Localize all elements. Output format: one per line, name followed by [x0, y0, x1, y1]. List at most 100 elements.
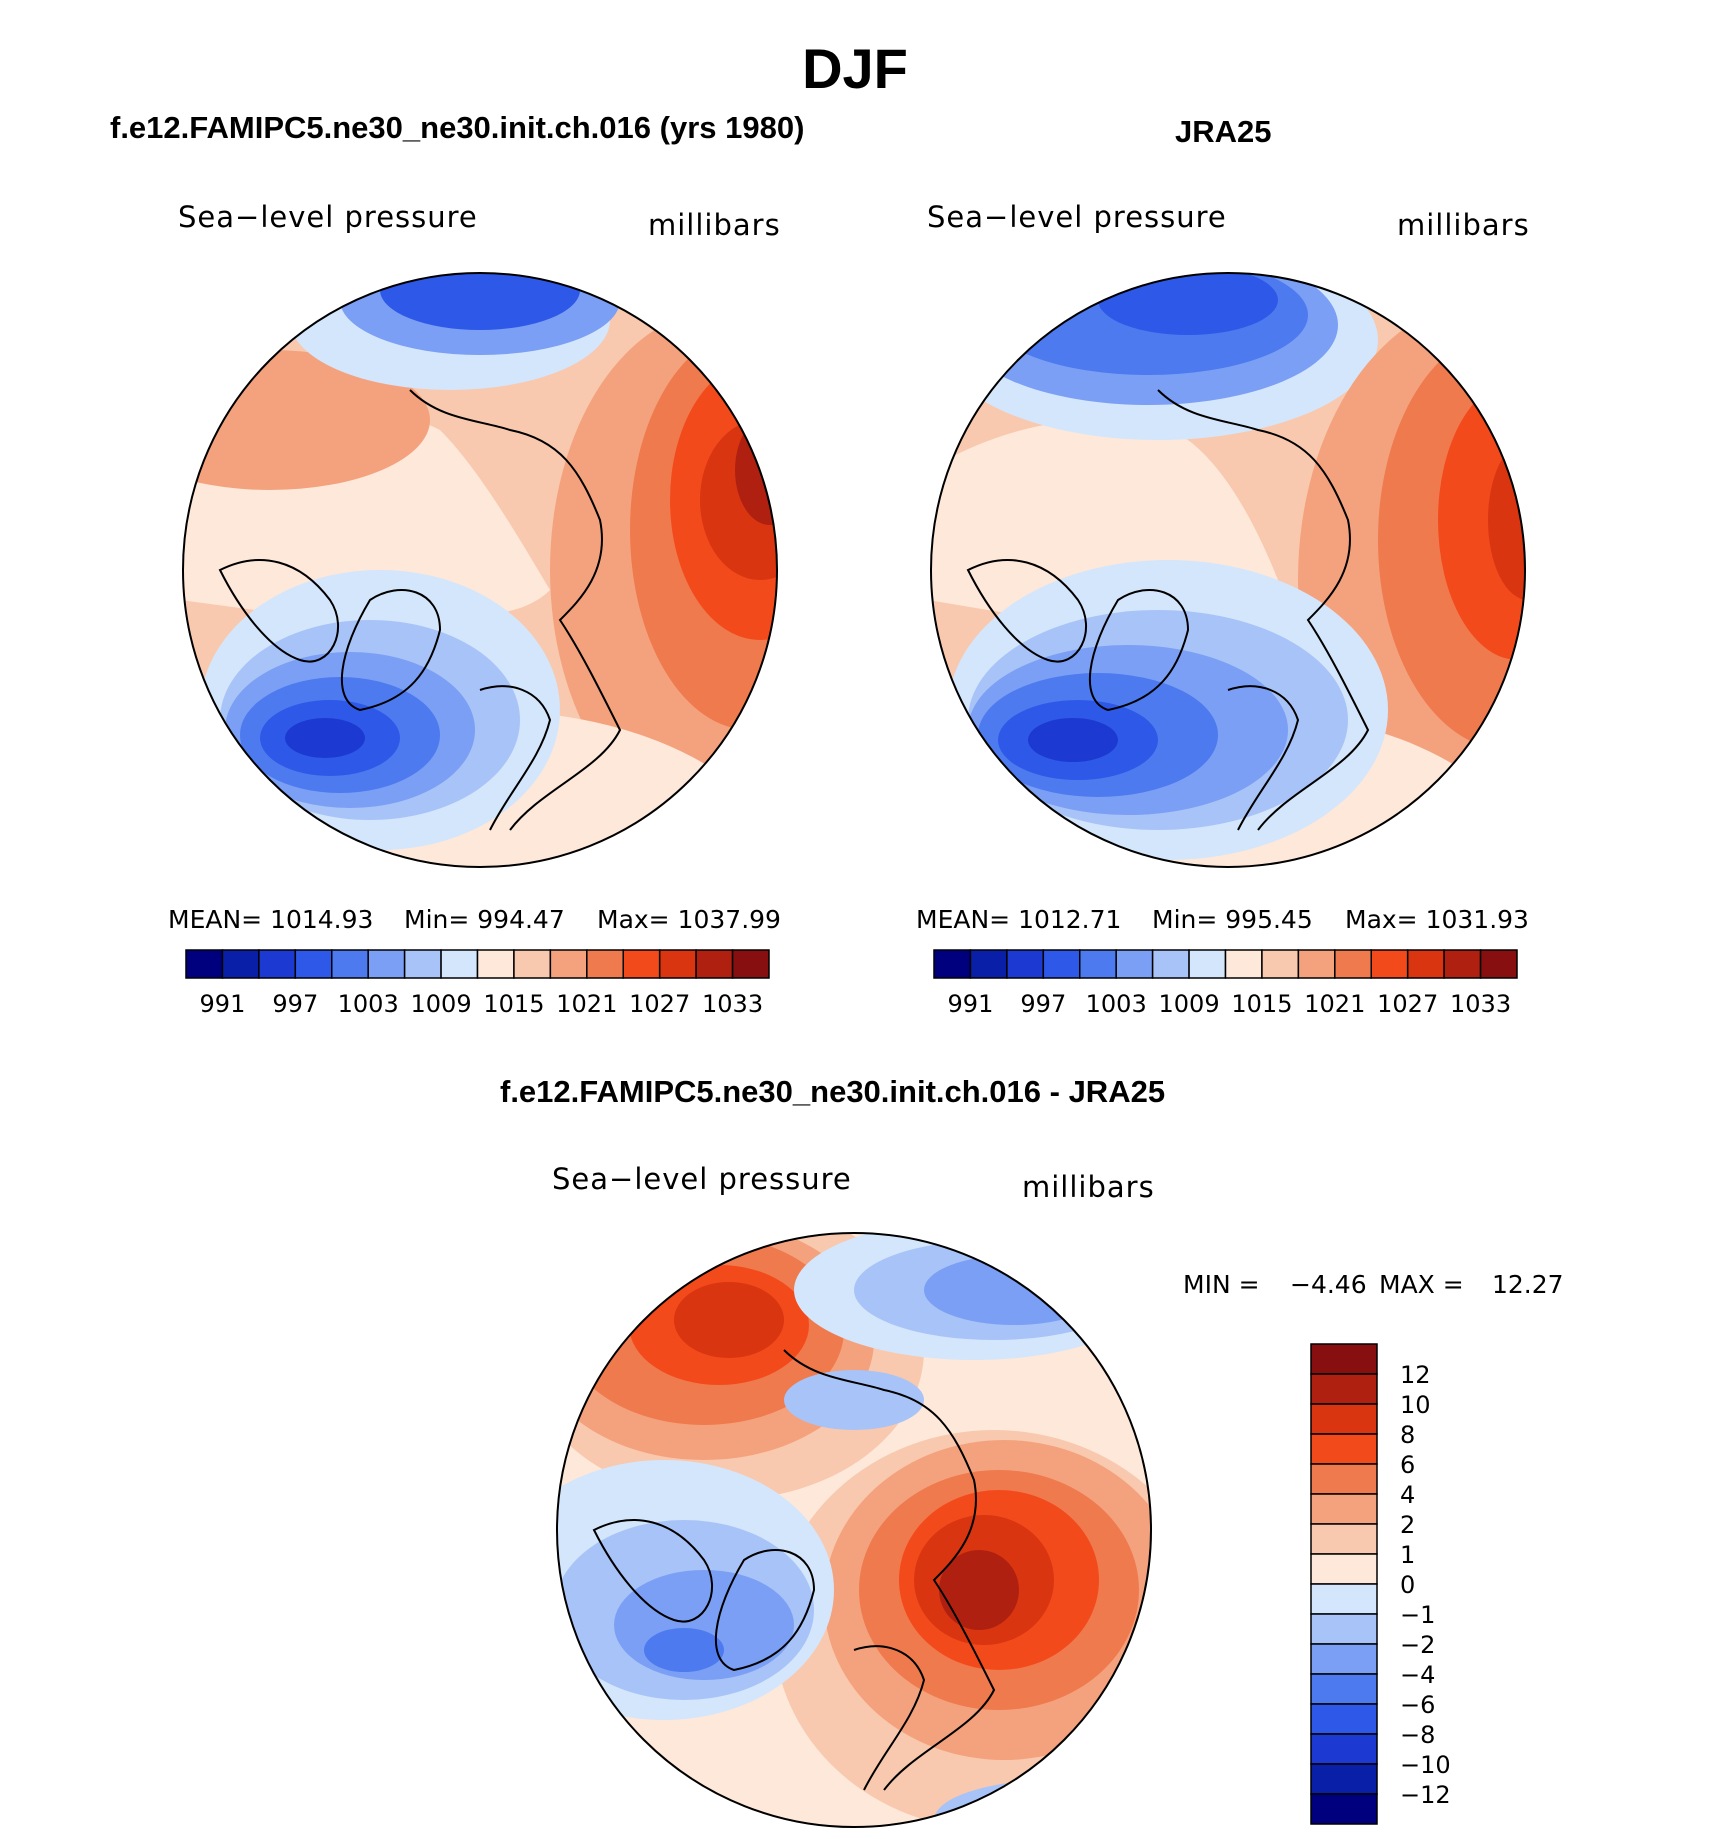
diff-colorbar-label: −2 [1400, 1631, 1435, 1659]
panel-1-colorbar-box [221, 949, 260, 979]
diff-colorbar-box [1310, 1583, 1378, 1615]
panel-1-colorbar-label: 1021 [556, 990, 617, 1018]
diff-polar-map [556, 1232, 1152, 1828]
panel-1-colorbar-label: 1009 [411, 990, 472, 1018]
diff-min-value: −4.46 [1290, 1270, 1367, 1299]
diff-variable-label: Sea−level pressure [552, 1162, 852, 1196]
panel-1-title: f.e12.FAMIPC5.ne30_ne30.init.ch.016 (yrs… [110, 110, 805, 145]
diff-colorbar-label: 10 [1400, 1391, 1431, 1419]
diff-colorbar-box [1310, 1553, 1378, 1585]
diff-colorbar-box [1310, 1703, 1378, 1735]
diff-colorbar-box [1310, 1403, 1378, 1435]
panel-2-colorbar-box [933, 949, 972, 979]
panel-1-colorbar-box [331, 949, 369, 979]
diff-colorbar-label: −1 [1400, 1601, 1435, 1629]
diff-colorbar-box [1310, 1373, 1378, 1405]
panel-1-colorbar-box [294, 949, 333, 979]
panel-1-max: Max= 1037.99 [597, 905, 781, 934]
panel-1-units-label: millibars [648, 208, 781, 242]
panel-2-colorbar-box [1406, 949, 1445, 979]
diff-colorbar-label: −4 [1400, 1661, 1435, 1689]
panel-1-min: Min= 994.47 [404, 905, 565, 934]
panel-2-colorbar-label: 1021 [1304, 990, 1365, 1018]
panel-2-units-label: millibars [1397, 208, 1530, 242]
panel-2-colorbar-box [1115, 949, 1154, 979]
diff-colorbar-label: 4 [1400, 1481, 1415, 1509]
panel-2-colorbar-box [1297, 949, 1336, 979]
panel-1-colorbar-box [622, 949, 661, 979]
panel-2-mean: MEAN= 1012.71 [916, 905, 1122, 934]
panel-1-colorbar-labels: 991 997 1003 1009 1015 1021 1027 1033 [200, 990, 764, 1018]
panel-2-colorbar-box [1042, 949, 1081, 979]
panel-1-variable-label: Sea−level pressure [178, 200, 478, 234]
diff-colorbar-box [1310, 1463, 1378, 1495]
diff-colorbar-label: −12 [1400, 1781, 1451, 1809]
panel-1-colorbar-label: 991 [200, 990, 246, 1018]
diff-colorbar-box [1310, 1793, 1378, 1825]
panel-2-colorbar-label: 1033 [1450, 990, 1511, 1018]
panel-2-colorbar-boxes [933, 949, 1518, 979]
panel-2-colorbar-box [1370, 949, 1409, 979]
panel-2-colorbar-box [1079, 949, 1117, 979]
panel-2-colorbar-label: 997 [1020, 990, 1066, 1018]
diff-colorbar-label: 12 [1400, 1361, 1431, 1389]
panel-1-colorbar-label: 997 [272, 990, 318, 1018]
panel-2-colorbar-box [1188, 949, 1227, 979]
diff-colorbar-label: 0 [1400, 1571, 1415, 1599]
panel-1-colorbar-box [367, 949, 406, 979]
panel-2-colorbar-box [1261, 949, 1300, 979]
panel-2-colorbar: 991 997 1003 1009 1015 1021 1027 1033 [933, 949, 1518, 1018]
panel-1-colorbar-box [185, 949, 224, 979]
panel-2-colorbar-box [1224, 949, 1263, 979]
panel-1-colorbar-box [513, 949, 552, 979]
diff-colorbar-box [1310, 1433, 1378, 1465]
diff-colorbar-label: −10 [1400, 1751, 1451, 1779]
panel-1-colorbar-box [440, 949, 479, 979]
diff-colorbar-box [1310, 1733, 1378, 1765]
panel-1-colorbar-box [476, 949, 515, 979]
panel-2-colorbar-box [1479, 949, 1518, 979]
diff-colorbar-label: 8 [1400, 1421, 1415, 1449]
panel-2-colorbar-label: 1015 [1231, 990, 1292, 1018]
panel-1-colorbar-box [695, 949, 734, 979]
diff-colorbar-box [1310, 1763, 1378, 1795]
diff-colorbar-box [1310, 1523, 1378, 1555]
panel-1-colorbar-box [403, 949, 442, 979]
panel-2-colorbar-label: 1003 [1086, 990, 1147, 1018]
panel-1-colorbar-label: 1033 [702, 990, 763, 1018]
diff-colorbar-boxes [1310, 1343, 1378, 1825]
diff-colorbar-box [1310, 1613, 1378, 1645]
panel-2-min: Min= 995.45 [1152, 905, 1313, 934]
diff-colorbar-box [1310, 1343, 1378, 1375]
panel-1-colorbar-boxes [185, 949, 770, 979]
panel-2-colorbar-box [1443, 949, 1482, 979]
panel-2-polar-map [930, 272, 1526, 868]
panel-1-colorbar-label: 1003 [338, 990, 399, 1018]
panel-1-colorbar-label: 1015 [483, 990, 544, 1018]
diff-units-label: millibars [1022, 1170, 1155, 1204]
panel-1-colorbar-box [586, 949, 624, 979]
panel-2-colorbar-box [1334, 949, 1372, 979]
panel-2-colorbar-label: 1009 [1159, 990, 1220, 1018]
diff-max-label: MAX = [1379, 1270, 1464, 1299]
diff-max-value: 12.27 [1492, 1270, 1564, 1299]
panel-2-max: Max= 1031.93 [1345, 905, 1529, 934]
diff-colorbar-label: 6 [1400, 1451, 1415, 1479]
panel-1-polar-map [182, 272, 778, 868]
panel-1-colorbar-box [658, 949, 697, 979]
panel-1-colorbar-label: 1027 [629, 990, 690, 1018]
diff-colorbar-label: 1 [1400, 1541, 1415, 1569]
diff-colorbar-label: −6 [1400, 1691, 1435, 1719]
panel-2-colorbar-label: 991 [948, 990, 994, 1018]
panel-2-title: JRA25 [1175, 114, 1272, 149]
panel-2-colorbar-labels: 991 997 1003 1009 1015 1021 1027 1033 [948, 990, 1512, 1018]
diff-colorbar-label: −8 [1400, 1721, 1435, 1749]
diff-colorbar-label: 2 [1400, 1511, 1415, 1539]
diff-colorbar-box [1310, 1673, 1378, 1705]
panel-2-colorbar-box [969, 949, 1008, 979]
panel-1-colorbar-box [731, 949, 770, 979]
panel-1-colorbar-box [549, 949, 588, 979]
panel-1-mean: MEAN= 1014.93 [168, 905, 374, 934]
